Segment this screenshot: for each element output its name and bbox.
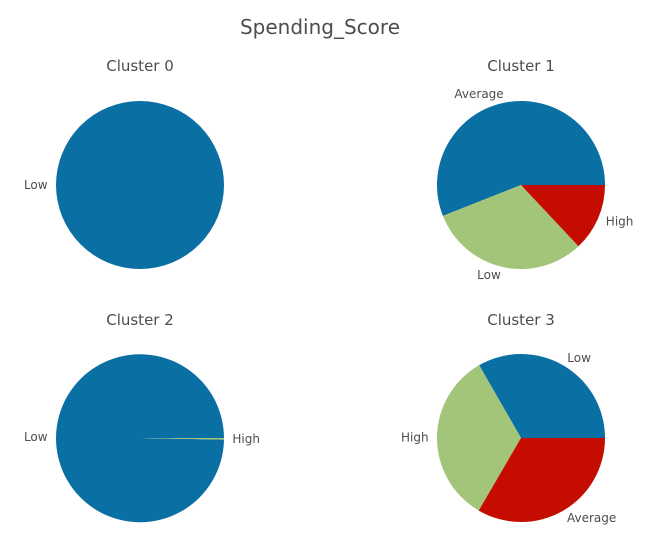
pie-chart-cluster-2: Cluster 2 Low High (24, 311, 260, 523)
pie-slice-label: High (232, 432, 260, 446)
figure-title: Spending_Score (240, 15, 400, 39)
pie-slice-label: High (606, 215, 634, 229)
pie-slice-label: High (401, 431, 429, 445)
pie-chart-cluster-0: Cluster 0 Low (24, 57, 224, 269)
pie-title: Cluster 3 (487, 311, 555, 329)
pie-slice-high (521, 185, 605, 247)
pie-slice-low (56, 354, 224, 523)
pie-slice-average (437, 100, 605, 216)
pie-slice-high (140, 438, 225, 440)
pie-chart-cluster-3: Cluster 3 Low High Average (401, 311, 616, 525)
pie-slice-average (478, 438, 605, 522)
pie-slice-low (442, 185, 579, 269)
pie-slice-label: Average (567, 511, 616, 525)
pie-slice-label: Average (454, 87, 503, 101)
pie-slice-high (437, 365, 521, 511)
pie-slice-label: Low (24, 178, 48, 192)
pie-slice-label: Low (567, 351, 591, 365)
pie-slice-label: Low (24, 430, 48, 444)
pie-title: Cluster 1 (487, 57, 555, 75)
pie-title: Cluster 0 (106, 57, 174, 75)
pie-slice-low (56, 101, 224, 269)
pie-title: Cluster 2 (106, 311, 174, 329)
pie-slice-label: Low (477, 268, 501, 282)
pie-chart-cluster-1: Cluster 1 Average Low High (437, 57, 633, 282)
pie-slice-low (479, 354, 605, 438)
